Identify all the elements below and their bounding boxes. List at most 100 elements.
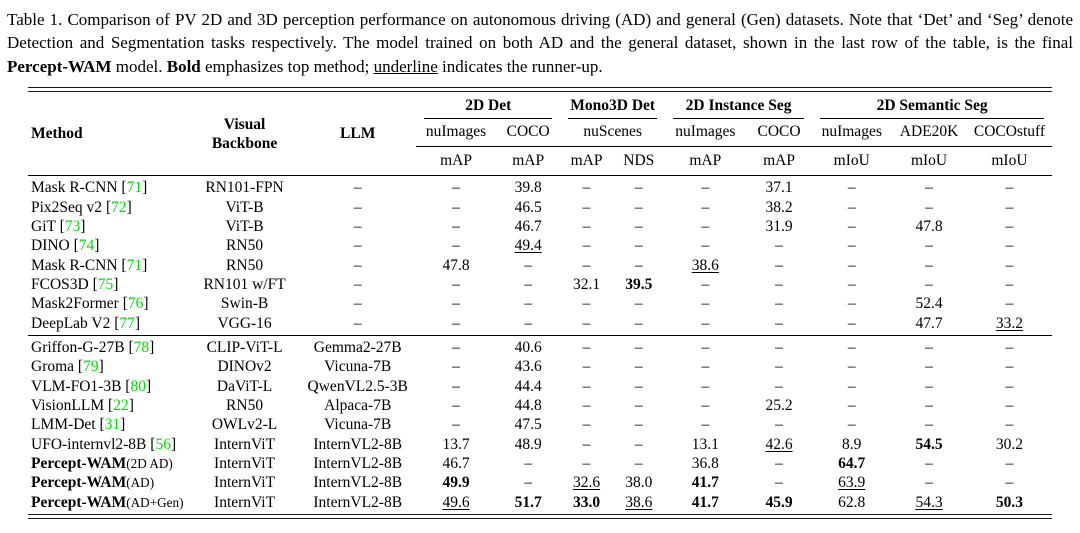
llm-cell: InternVL2-8B [313, 455, 403, 473]
value-cell: – [1005, 377, 1014, 395]
backbone-cell: OWLv2-L [211, 416, 278, 434]
llm-cell: – [353, 275, 362, 293]
method-cell: DINO [74] [31, 237, 100, 255]
value-cell: 44.4 [514, 377, 542, 395]
value-cell: 49.4 [514, 237, 542, 255]
table-row: Griffon-G-27B [78] CLIP-ViT-L Gemma2-27B –4… [28, 334, 1052, 358]
value-cell: 39.8 [514, 179, 542, 197]
value-cell: 54.3 [915, 493, 943, 511]
value-cell: – [847, 237, 856, 255]
col-metric-map: mAP [560, 146, 613, 177]
value-cell: – [925, 416, 933, 434]
value-cell: 46.7 [514, 217, 542, 235]
header-row-groups: Method Visual Backbone LLM 2D Det Mono3D Det… [28, 92, 1052, 177]
value-cell: – [634, 314, 643, 332]
value-cell: 8.9 [842, 435, 862, 453]
col-group-2d-det: 2D Det [416, 92, 560, 120]
value-cell: – [1005, 237, 1014, 255]
table-row: VLM-FO1-3B [80] DaViT-L QwenVL2.5-3B – 44.4 –… [28, 377, 1052, 396]
col-group-label: Mono3D Det [568, 92, 657, 120]
method-cell: Pix2Seq v2 [72] [31, 198, 132, 216]
value-cell: 37.1 [765, 179, 793, 197]
method-name: Percept-WAM [31, 455, 127, 473]
citation-link[interactable]: 73 [64, 217, 81, 235]
value-cell: – [452, 198, 460, 216]
value-cell: – [582, 179, 591, 197]
value-cell: 46.7 [442, 455, 470, 473]
value-cell: – [847, 179, 856, 197]
value-cell: – [452, 377, 460, 395]
col-metric-nds: NDS [612, 146, 665, 177]
backbone-cell: CLIP-ViT-L [189, 334, 300, 358]
value-cell: – [701, 358, 710, 376]
table-body-vlm-models: Griffon-G-27B [78] CLIP-ViT-L Gemma2-27B –4… [28, 334, 1052, 514]
backbone-cell: InternViT [214, 435, 276, 453]
table-row: Pix2Seq v2 [72] ViT-B – – 46.5 – – – 38.2 – – – [28, 198, 1052, 217]
value-cell: – [775, 275, 783, 293]
citation-link[interactable]: 71 [126, 256, 143, 274]
value-cell: – [634, 198, 643, 216]
value-cell: 36.8 [691, 455, 719, 473]
col-group-label: 2D Semantic Seg [820, 92, 1044, 120]
value-cell: – [847, 256, 856, 274]
citation-link[interactable]: 76 [127, 295, 144, 313]
table-container: Method Visual Backbone LLM 2D Det Mono3D Det… [28, 87, 1052, 520]
value-cell: – [634, 377, 643, 395]
citation-link[interactable]: 74 [78, 237, 95, 255]
col-metric-miou: mIoU [966, 146, 1052, 177]
llm-cell: QwenVL2.5-3B [307, 377, 408, 395]
citation-link[interactable]: 22 [113, 397, 129, 414]
citation-link[interactable]: 72 [111, 198, 127, 216]
llm-cell: Vicuna-7B [324, 416, 392, 434]
value-cell: – [1005, 455, 1014, 473]
value-cell: – [1005, 474, 1014, 492]
citation-link[interactable]: 80 [130, 377, 146, 395]
citation-link[interactable]: 79 [83, 358, 99, 376]
backbone-cell: InternViT [214, 455, 276, 473]
table-row: Percept-WAM(AD+Gen) InternViT InternVL2-8B… [28, 493, 1052, 514]
citation-link[interactable]: 71 [126, 179, 143, 197]
col-metric-map: mAP [416, 146, 496, 177]
value-cell: – [1005, 358, 1014, 376]
method-name: DeepLab V2 [31, 314, 111, 332]
col-dataset-coco: COCO [745, 119, 813, 148]
value-cell: – [634, 455, 643, 473]
llm-cell: InternVL2-8B [313, 474, 403, 492]
method-cell: GiT [73] [31, 217, 86, 235]
citation-link[interactable]: 78 [133, 338, 150, 356]
method-name: Percept-WAM [31, 493, 127, 511]
value-cell: – [452, 416, 460, 434]
method-name: Pix2Seq v2 [31, 198, 103, 216]
llm-cell: Alpaca-7B [324, 397, 392, 414]
value-cell: 38.6 [625, 493, 653, 511]
value-cell: 64.7 [838, 455, 866, 473]
value-cell: – [1005, 256, 1014, 274]
value-cell: – [634, 179, 643, 197]
table-header: Method Visual Backbone LLM 2D Det Mono3D Det… [28, 92, 1052, 177]
llm-cell: – [353, 314, 362, 332]
value-cell: – [634, 217, 643, 235]
method-cell: VisionLLM [22] [31, 397, 134, 414]
value-cell: 47.8 [442, 256, 470, 274]
value-cell: 39.5 [625, 275, 653, 293]
col-group-label: 2D Instance Seg [672, 92, 805, 120]
table-row: Mask R-CNN [71] RN50 – 47.8 – – – 38.6 – – – – [28, 256, 1052, 275]
col-header-method: Method [28, 92, 190, 177]
value-cell: 33.2 [995, 314, 1024, 332]
value-cell: 32.1 [572, 275, 601, 293]
method-variant-label: (AD) [126, 475, 155, 491]
citation-link[interactable]: 75 [97, 275, 114, 293]
method-cell: Mask R-CNN [71] [31, 179, 148, 197]
value-cell: 25.2 [765, 397, 793, 414]
value-cell: – [701, 217, 710, 235]
table-caption: Table 1. Comparison of PV 2D and 3D perc… [7, 8, 1073, 78]
citation-link[interactable]: 56 [155, 435, 171, 453]
value-cell: 43.6 [514, 358, 542, 376]
method-cell: UFO-internvl2-8B [56] [31, 435, 177, 453]
method-cell: Mask2Former [76] [31, 295, 149, 313]
citation-link[interactable]: 77 [119, 314, 135, 332]
backbone-cell: RN101-FPN [205, 179, 284, 197]
citation-link[interactable]: 31 [104, 416, 121, 434]
value-cell: – [701, 275, 710, 293]
caption-segment: indicates the runner-up. [437, 56, 603, 76]
